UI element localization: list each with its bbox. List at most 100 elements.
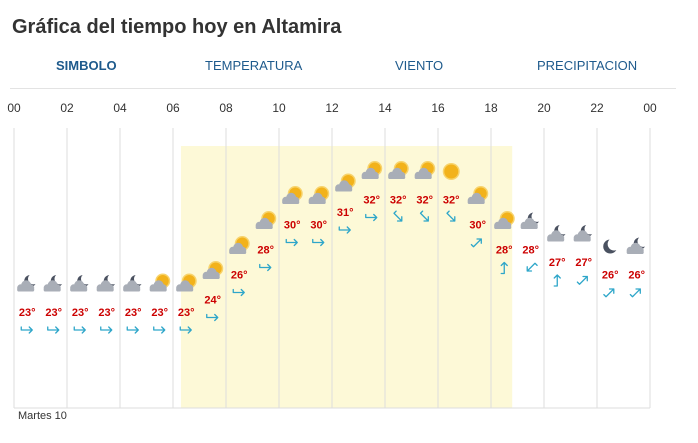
sun-icon <box>442 163 460 180</box>
moon-part <box>107 273 119 285</box>
wind-arrow-path <box>553 274 561 287</box>
sun-disc <box>444 164 459 179</box>
sun-cloud-icon <box>335 173 356 192</box>
wind-arrow-path <box>285 238 298 247</box>
moon-part <box>134 273 146 285</box>
cloud-part <box>229 250 247 254</box>
wind-arrow-icon <box>153 326 166 334</box>
sun-cloud-icon <box>229 236 250 254</box>
moon-part <box>584 223 596 235</box>
temperature-label: 28° <box>257 245 274 257</box>
moon-part <box>81 273 93 285</box>
tab-precipitacion[interactable]: PRECIPITACION <box>537 58 638 73</box>
x-tick-label: 14 <box>378 101 392 115</box>
moon-part <box>531 210 543 222</box>
moon-cloud-icon <box>43 273 66 292</box>
wind-arrow-icon <box>393 210 403 222</box>
wind-arrow-icon <box>603 288 615 298</box>
wind-arrow-path <box>100 326 113 334</box>
sun-cloud-icon <box>308 186 330 204</box>
wind-arrow-icon <box>259 263 272 272</box>
wind-arrow-path <box>603 288 615 298</box>
wind-arrow-path <box>629 288 641 298</box>
sun-cloud-icon <box>149 273 171 292</box>
cloud-part <box>573 237 591 242</box>
x-tick-label: 00 <box>643 101 657 115</box>
x-tick-label: 22 <box>590 101 604 115</box>
sun-cloud-icon <box>414 161 436 179</box>
wind-arrow-path <box>419 210 429 222</box>
moon-part <box>637 235 649 247</box>
wind-arrow-icon <box>576 275 588 285</box>
temperature-label: 24° <box>204 295 221 307</box>
wind-arrow-path <box>470 238 482 248</box>
wind-arrow-icon <box>100 326 113 334</box>
cloud-part <box>361 175 379 179</box>
tab-viento[interactable]: VIENTO <box>395 58 444 73</box>
temperature-label: 27° <box>549 257 566 269</box>
wind-arrow-icon <box>470 238 482 248</box>
sun-cloud-icon <box>361 161 383 179</box>
cloud-part <box>467 200 485 204</box>
temperature-label: 31° <box>337 207 354 219</box>
temperature-label: 32° <box>363 195 380 207</box>
x-tick-label: 08 <box>219 101 233 115</box>
temperature-label: 23° <box>45 307 62 319</box>
wind-arrow-path <box>526 262 538 272</box>
sun-cloud-icon <box>282 186 303 204</box>
cloud-part <box>308 200 326 204</box>
temperature-label: 23° <box>178 307 195 319</box>
cloud-part <box>547 237 565 242</box>
wind-arrow-icon <box>285 238 298 247</box>
wind-arrow-path <box>446 210 456 222</box>
cloud-part <box>176 287 194 292</box>
wind-arrow-path <box>126 326 139 334</box>
temperature-label: 23° <box>98 307 115 319</box>
temperature-label: 26° <box>628 270 645 282</box>
moon-part <box>558 223 570 235</box>
sun-cloud-icon <box>494 211 515 229</box>
wind-arrow-path <box>153 326 166 334</box>
x-tick-label: 12 <box>325 101 339 115</box>
sun-cloud-icon <box>388 161 409 179</box>
cloud-part <box>96 287 114 292</box>
wind-arrow-icon <box>419 210 429 222</box>
cloud-part <box>70 287 88 292</box>
wind-arrow-icon <box>47 326 60 334</box>
cloud-part <box>123 287 141 292</box>
wind-arrow-icon <box>500 261 508 275</box>
cloud-part <box>520 225 538 229</box>
cloud-part <box>202 275 220 279</box>
tab-simbolo[interactable]: SIMBOLO <box>56 58 117 73</box>
cloud-part <box>255 225 273 229</box>
day-label: Martes 10 <box>18 410 67 422</box>
temperature-label: 30° <box>310 220 327 232</box>
wind-arrow-icon <box>338 226 351 234</box>
wind-arrow-path <box>338 226 351 234</box>
wind-arrow-icon <box>365 213 378 222</box>
x-tick-label: 04 <box>113 101 127 115</box>
temperature-label: 23° <box>151 307 168 319</box>
moon-cloud-icon <box>626 235 649 254</box>
temperature-label: 32° <box>416 195 433 207</box>
temperature-label: 32° <box>443 195 460 207</box>
temperature-label: 30° <box>284 220 301 232</box>
wind-arrow-path <box>259 263 272 272</box>
cloud-part <box>17 287 35 292</box>
sun-cloud-icon <box>176 273 197 292</box>
cloud-part <box>149 287 167 292</box>
wind-arrow-icon <box>232 288 245 297</box>
cloud-part <box>282 200 300 204</box>
moon-cloud-icon <box>70 273 93 292</box>
wind-arrow-path <box>500 261 508 275</box>
wind-arrow-path <box>365 213 378 222</box>
tab-temperatura[interactable]: TEMPERATURA <box>205 58 303 73</box>
wind-arrow-icon <box>629 288 641 298</box>
wind-arrow-path <box>393 210 403 222</box>
wind-arrow-icon <box>73 326 86 334</box>
wind-arrow-icon <box>446 210 456 222</box>
wind-arrow-path <box>47 326 60 334</box>
wind-arrow-icon <box>553 274 561 287</box>
